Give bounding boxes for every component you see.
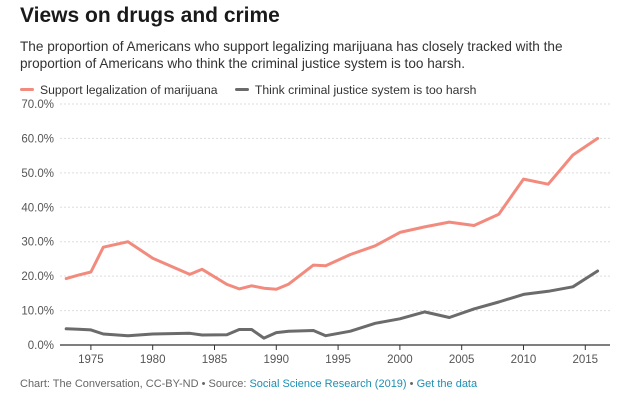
data-point[interactable] — [373, 322, 377, 325]
data-point[interactable] — [571, 153, 575, 157]
data-point[interactable] — [547, 183, 550, 186]
data-point[interactable] — [102, 332, 105, 336]
data-point[interactable] — [522, 177, 525, 181]
data-point[interactable] — [151, 332, 154, 336]
data-point[interactable] — [89, 270, 93, 274]
data-point[interactable] — [77, 327, 80, 331]
data-point[interactable] — [287, 330, 290, 333]
x-tick-label: 1990 — [263, 354, 289, 366]
data-point[interactable] — [275, 331, 278, 334]
data-point[interactable] — [77, 273, 80, 277]
data-point[interactable] — [238, 287, 241, 291]
data-point[interactable] — [398, 231, 402, 234]
data-point[interactable] — [522, 293, 525, 296]
data-point[interactable] — [472, 224, 476, 227]
justice-series-line[interactable] — [64, 269, 600, 340]
y-tick-label: 70.0% — [21, 99, 54, 111]
data-point[interactable] — [250, 328, 253, 331]
data-point[interactable] — [262, 336, 266, 340]
data-point[interactable] — [225, 333, 229, 336]
legend-label-marijuana: Support legalization of marijuana — [40, 82, 218, 97]
data-point[interactable] — [373, 244, 377, 248]
data-point[interactable] — [398, 317, 402, 321]
data-point[interactable] — [448, 220, 451, 224]
chart-footer: Chart: The Conversation, CC-BY-ND • Sour… — [20, 378, 477, 390]
y-tick-label: 0.0% — [28, 340, 54, 352]
data-point[interactable] — [64, 277, 68, 280]
data-point[interactable] — [126, 240, 130, 243]
legend-item-justice: Think criminal justice system is too har… — [234, 82, 477, 97]
legend-item-marijuana: Support legalization of marijuana — [20, 83, 218, 97]
data-point[interactable] — [596, 137, 599, 140]
legend-label-justice: Think criminal justice system is too har… — [254, 82, 477, 97]
x-tick-label: 1980 — [140, 354, 166, 366]
data-point[interactable] — [448, 316, 451, 319]
series-lines — [64, 136, 600, 340]
data-point[interactable] — [275, 288, 278, 291]
data-point[interactable] — [287, 282, 290, 286]
data-point[interactable] — [188, 273, 191, 276]
data-point[interactable] — [497, 212, 500, 216]
data-point[interactable] — [497, 300, 500, 304]
data-point[interactable] — [571, 285, 575, 289]
data-point[interactable] — [472, 307, 476, 311]
y-tick-label: 50.0% — [21, 168, 54, 180]
data-point[interactable] — [262, 286, 266, 290]
data-point[interactable] — [238, 328, 241, 331]
x-tick-label: 2015 — [572, 354, 598, 366]
data-point[interactable] — [126, 334, 130, 337]
y-tick-label: 10.0% — [21, 306, 54, 318]
y-tick-label: 30.0% — [21, 237, 54, 249]
y-tick-label: 20.0% — [21, 271, 54, 283]
grid-lines — [60, 103, 610, 346]
source-link[interactable]: Social Science Research (2019) — [249, 378, 407, 390]
data-point[interactable] — [151, 257, 154, 260]
x-tick-label: 1975 — [78, 354, 104, 366]
x-tick-label: 2005 — [449, 354, 475, 366]
data-point[interactable] — [423, 225, 426, 229]
marijuana-series-line[interactable] — [64, 136, 600, 291]
data-point[interactable] — [324, 334, 327, 337]
data-point[interactable] — [64, 327, 68, 331]
x-tick-label: 2010 — [511, 354, 537, 366]
data-point[interactable] — [324, 264, 327, 268]
data-point[interactable] — [423, 310, 426, 314]
x-tick-label: 2000 — [387, 354, 413, 366]
chart-subtitle: The proportion of Americans who support … — [20, 39, 563, 71]
data-point[interactable] — [225, 283, 229, 286]
data-point[interactable] — [200, 268, 204, 271]
data-point[interactable] — [102, 246, 105, 249]
get-data-link[interactable]: Get the data — [416, 378, 478, 390]
x-axis-tick-labels: 1975 1980 1985 1990 1995 2000 2005 2010 2015 — [78, 345, 598, 366]
data-point[interactable] — [349, 253, 352, 256]
data-point[interactable] — [200, 333, 204, 337]
y-tick-label: 60.0% — [21, 133, 54, 145]
x-tick-label: 1995 — [325, 354, 351, 366]
chart-title: Views on drugs and crime — [20, 4, 280, 27]
footer-credit: Chart: The Conversation, CC-BY-ND • Sour… — [20, 378, 250, 390]
data-point[interactable] — [349, 330, 352, 333]
data-point[interactable] — [250, 284, 253, 287]
legend-swatch-justice — [234, 88, 249, 91]
y-axis-tick-labels: 0.0% 10.0% 20.0% 30.0% 40.0% 50.0% 60.0% 70.0% — [21, 99, 54, 352]
data-point[interactable] — [547, 290, 550, 293]
data-point[interactable] — [312, 263, 315, 267]
y-tick-label: 40.0% — [21, 202, 54, 214]
footer-separator: • — [406, 378, 417, 390]
data-point[interactable] — [188, 332, 191, 335]
data-point[interactable] — [312, 329, 315, 332]
data-point[interactable] — [596, 269, 599, 273]
legend: Support legalization of marijuana Think … — [20, 80, 490, 97]
legend-swatch-marijuana — [20, 88, 34, 91]
x-tick-label: 1985 — [202, 354, 228, 366]
data-point[interactable] — [89, 328, 93, 332]
